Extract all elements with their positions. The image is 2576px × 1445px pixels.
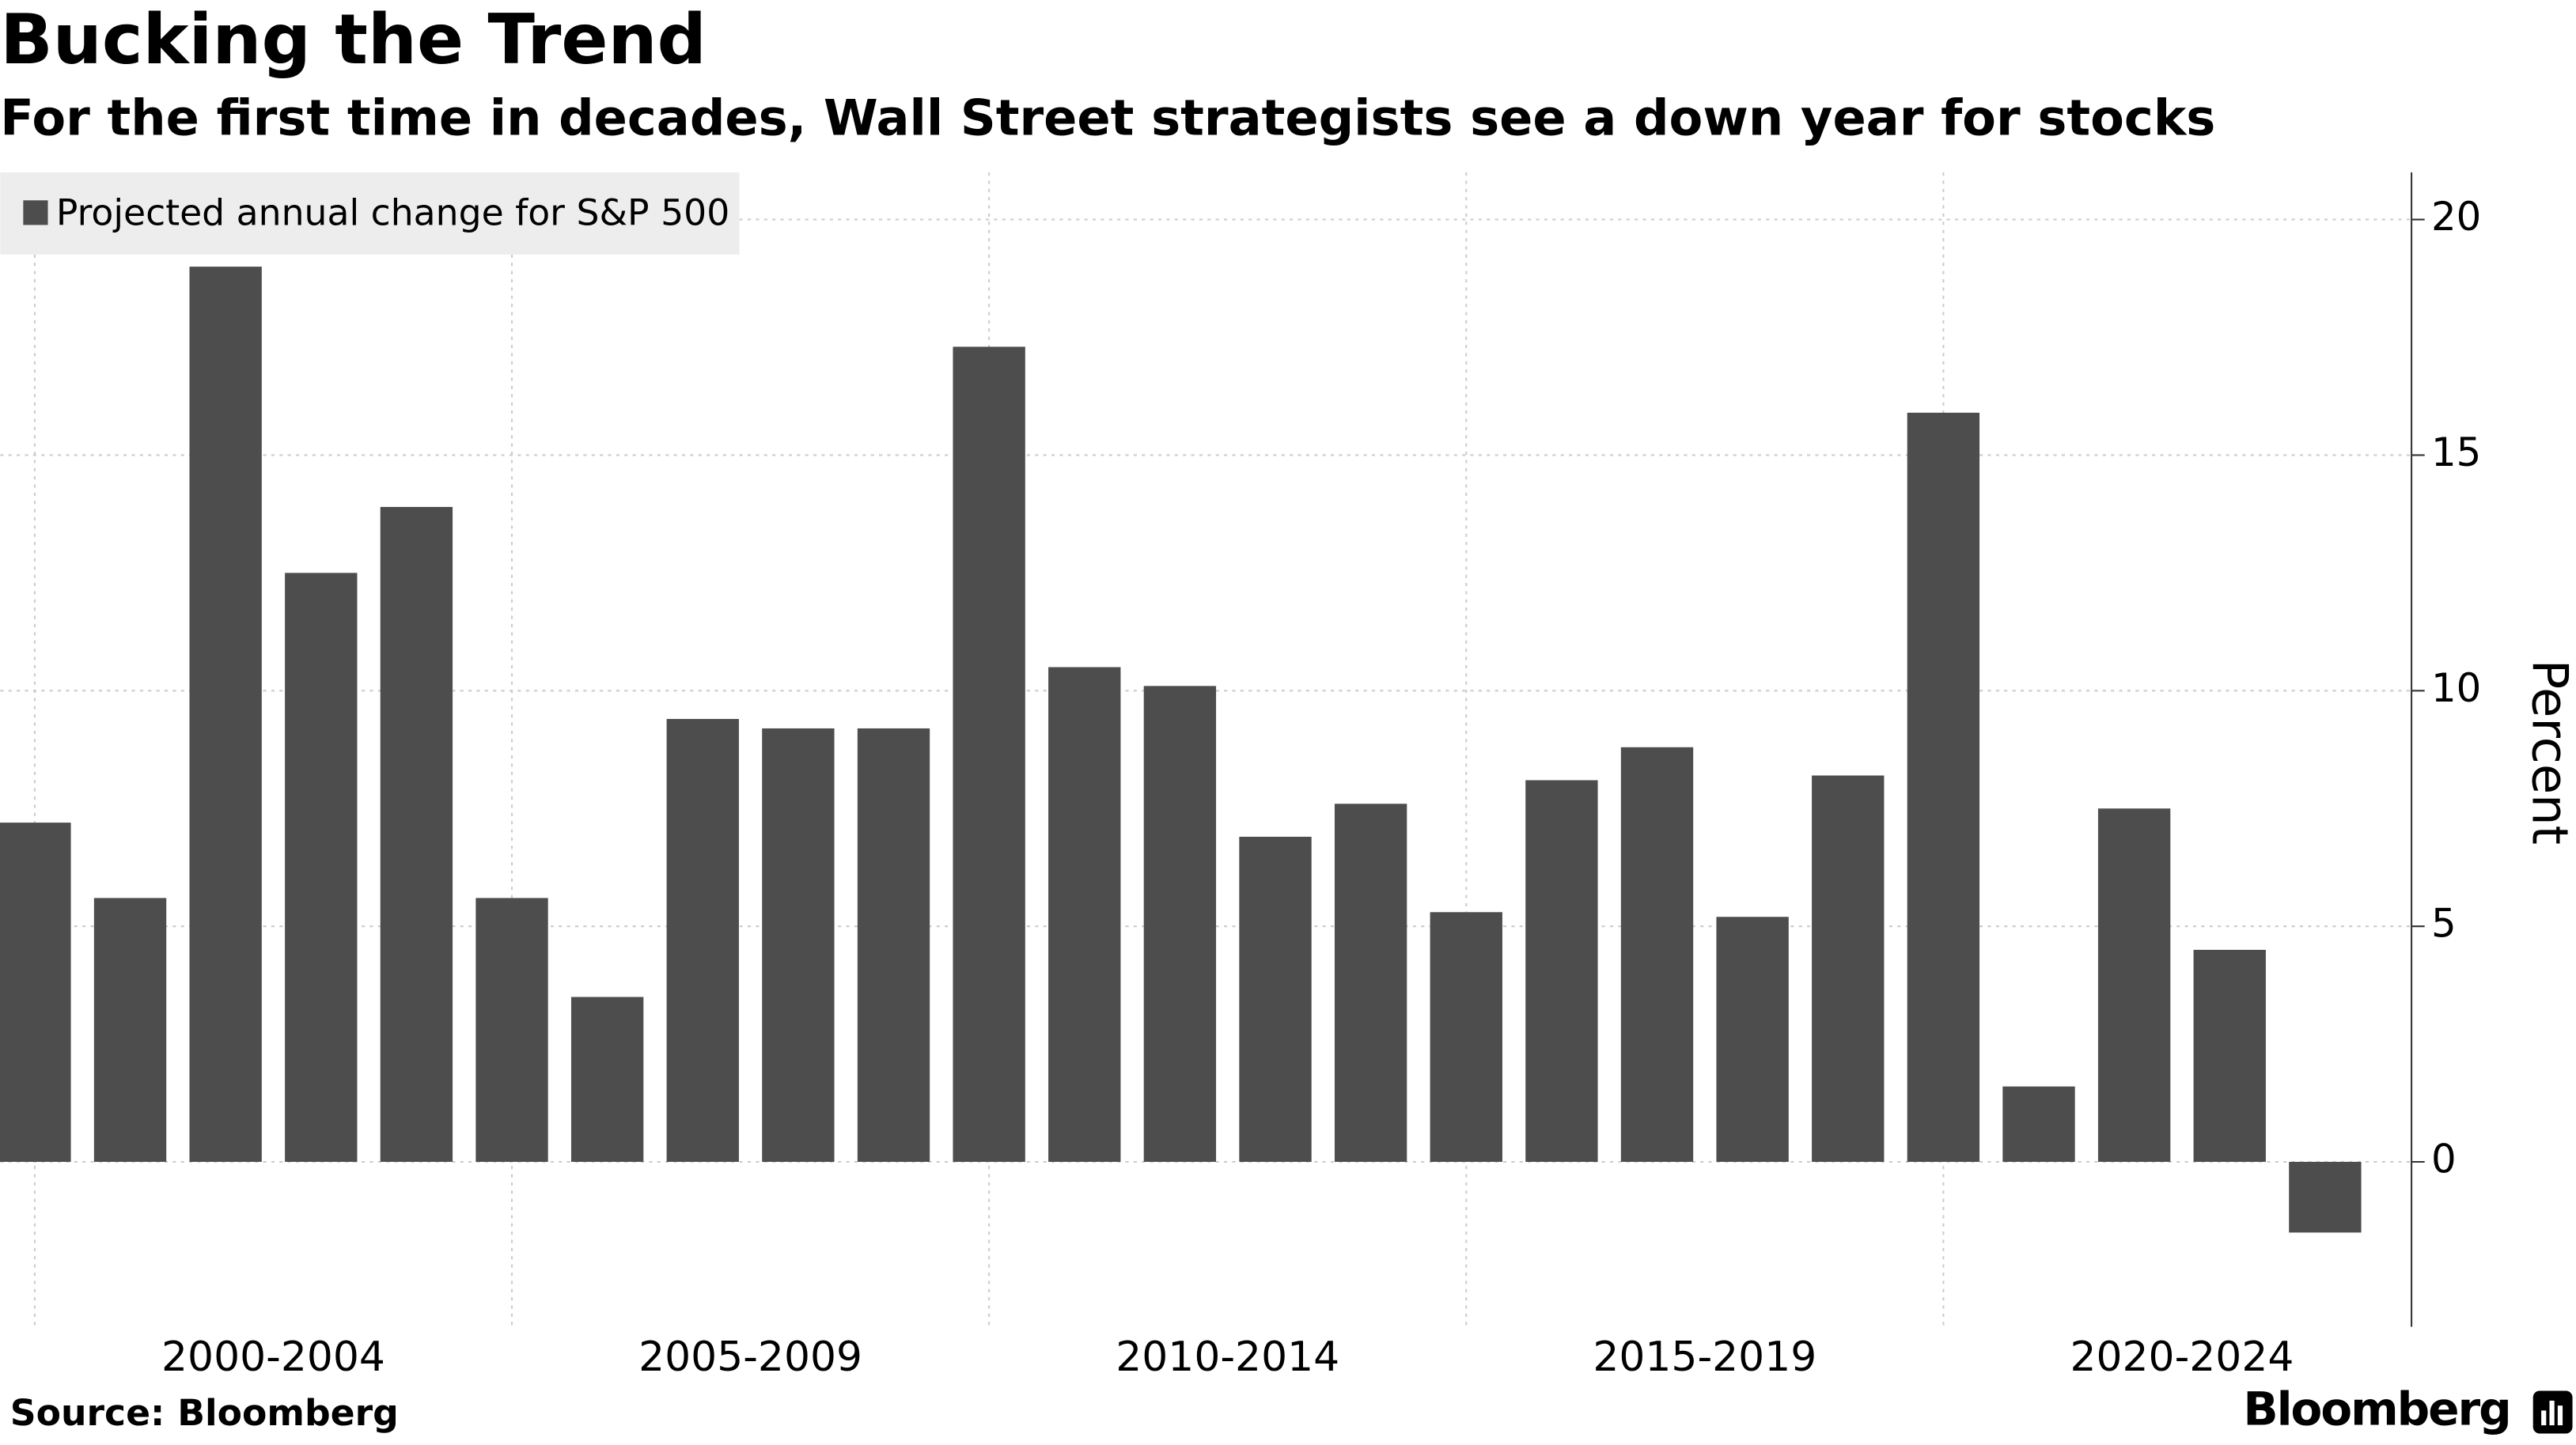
bar	[2002, 1086, 2075, 1163]
x-group-label: 2015-2019	[1593, 1333, 1816, 1381]
legend-background	[0, 172, 740, 255]
chart-title: Bucking the Trend	[0, 0, 707, 80]
bar	[285, 573, 358, 1163]
bar	[0, 823, 71, 1163]
y-tick-label: 5	[2431, 901, 2457, 947]
bar	[1143, 686, 1217, 1163]
y-tick-label: 15	[2431, 429, 2481, 475]
bar	[953, 346, 1025, 1163]
bar	[93, 898, 167, 1163]
bar	[1812, 775, 1885, 1163]
bar	[2193, 949, 2266, 1163]
bar	[1048, 667, 1121, 1163]
brand-icon	[2532, 1390, 2573, 1434]
legend-label: Projected annual change for S&P 500	[56, 191, 729, 233]
bar	[857, 728, 930, 1163]
bar	[570, 997, 644, 1163]
bar	[380, 506, 453, 1163]
legend-swatch	[23, 200, 48, 225]
y-axis-label: Percent	[2521, 660, 2576, 845]
x-group-label: 2010-2014	[1116, 1333, 1339, 1381]
y-tick-label: 10	[2431, 665, 2481, 711]
brand: Bloomberg	[2243, 1383, 2510, 1436]
bar	[1334, 804, 1407, 1163]
bar	[1907, 412, 1980, 1163]
bar	[2097, 808, 2171, 1163]
x-group-label: 2005-2009	[638, 1333, 862, 1381]
bar	[1239, 836, 1312, 1163]
source: Source: Bloomberg	[10, 1392, 399, 1434]
bar	[475, 898, 548, 1163]
legend: Projected annual change for S&P 500	[0, 172, 740, 255]
bar	[762, 728, 835, 1163]
bar	[1430, 912, 1502, 1163]
y-tick-label: 0	[2431, 1137, 2457, 1182]
bar	[189, 267, 262, 1163]
y-tick-label: 20	[2431, 194, 2481, 240]
bar	[1525, 780, 1598, 1163]
bar	[666, 719, 739, 1163]
chart-subtitle: For the first time in decades, Wall Stre…	[0, 89, 2215, 147]
bar	[1716, 917, 1789, 1163]
x-group-label: 2020-2024	[2070, 1333, 2294, 1381]
bar	[2289, 1162, 2362, 1233]
x-group-label: 2000-2004	[161, 1333, 385, 1381]
bar	[1620, 747, 1694, 1163]
